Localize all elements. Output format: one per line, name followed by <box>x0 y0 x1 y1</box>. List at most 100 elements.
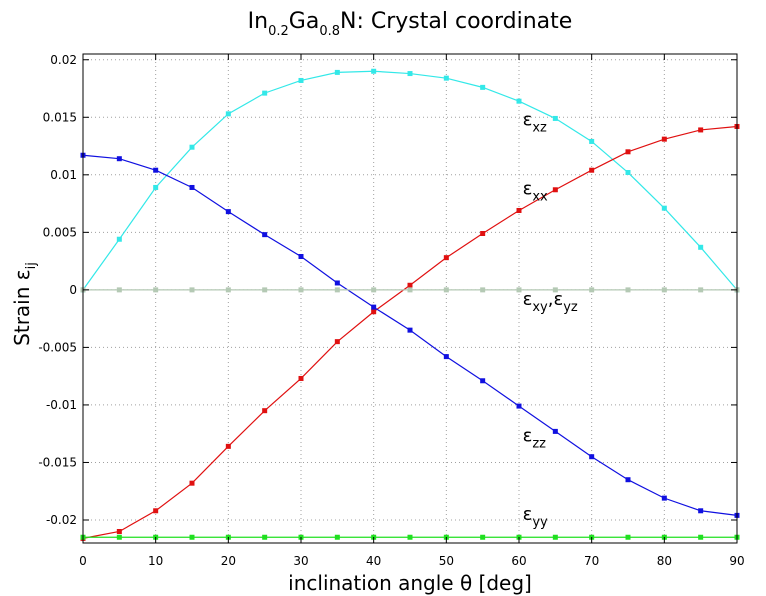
series-labels: εxz εxx εzz εxy,εyz εyy <box>523 109 578 530</box>
data-point-ezz <box>262 232 268 238</box>
data-point-exx <box>661 136 667 142</box>
y-tick-label: 0.005 <box>43 225 77 239</box>
data-point-exx <box>334 339 340 345</box>
series-line-exz <box>82 70 738 291</box>
data-point-ezz <box>516 403 522 409</box>
data-point-exx <box>625 149 631 155</box>
data-point-ezz <box>443 354 449 360</box>
data-point-exz <box>698 244 704 250</box>
data-point-exy_eyz <box>116 287 122 293</box>
data-point-exz <box>262 90 268 96</box>
series-label-exy_eyz: εxy,εyz <box>523 289 578 315</box>
y-tick-label: 0.015 <box>43 110 77 124</box>
data-point-ezz <box>552 428 558 434</box>
data-point-exz <box>334 69 340 75</box>
data-point-ezz <box>334 280 340 286</box>
series-line-ezz <box>82 154 738 516</box>
data-point-exz <box>552 115 558 121</box>
data-point-ezz <box>298 254 304 260</box>
plot-frame <box>82 53 738 544</box>
data-point-exy_eyz <box>516 287 522 293</box>
x-tick-label: 80 <box>657 554 672 568</box>
x-tick-label: 70 <box>584 554 599 568</box>
x-tick-label: 50 <box>439 554 454 568</box>
x-tick-label: 10 <box>148 554 163 568</box>
y-tick-label: -0.015 <box>38 455 77 469</box>
series-label-exz: εxz <box>523 109 547 135</box>
data-point-exy_eyz <box>625 287 631 293</box>
y-tick-label: -0.02 <box>46 513 77 527</box>
data-point-exy_eyz <box>225 287 231 293</box>
data-point-ezz <box>153 167 159 173</box>
series-ezz <box>80 152 740 518</box>
data-point-exz <box>516 98 522 104</box>
data-point-exz <box>407 71 413 77</box>
x-tick-label: 0 <box>79 554 87 568</box>
series-label-eyy: εyy <box>523 504 548 530</box>
data-point-exy_eyz <box>153 287 159 293</box>
data-point-eyy <box>552 534 558 540</box>
series-group <box>80 68 740 541</box>
series-label-exx: εxx <box>523 178 548 204</box>
data-point-exz <box>661 205 667 211</box>
x-tick-label: 90 <box>729 554 744 568</box>
data-point-exz <box>589 138 595 144</box>
data-point-exz <box>189 144 195 150</box>
grid-lines <box>82 54 738 543</box>
x-tick-label: 40 <box>366 554 381 568</box>
data-point-ezz <box>589 454 595 460</box>
series-eyy <box>80 534 740 540</box>
data-point-exx <box>116 528 122 534</box>
y-tick-label: 0.02 <box>50 53 77 67</box>
data-point-eyy <box>625 534 631 540</box>
x-tick-label: 20 <box>221 554 236 568</box>
data-point-exz <box>153 184 159 190</box>
data-point-ezz <box>698 508 704 514</box>
data-point-ezz <box>661 495 667 501</box>
data-point-eyy <box>334 534 340 540</box>
data-point-exz <box>371 68 377 74</box>
data-point-exz <box>225 111 231 117</box>
data-point-eyy <box>407 534 413 540</box>
data-point-exy_eyz <box>443 287 449 293</box>
data-point-ezz <box>625 477 631 483</box>
data-point-exx <box>262 408 268 414</box>
series-exy_eyz <box>80 287 740 293</box>
data-point-eyy <box>480 534 486 540</box>
data-point-exx <box>298 375 304 381</box>
data-point-exy_eyz <box>661 287 667 293</box>
data-point-exx <box>407 282 413 288</box>
data-point-ezz <box>407 327 413 333</box>
data-point-exy_eyz <box>589 287 595 293</box>
axis-ticks: 0 10 20 30 40 50 60 70 80 90 0.02 0.015 0.01 0.005 0 -0… <box>38 53 744 568</box>
y-axis-label: Strain εij <box>10 262 39 346</box>
data-point-exx <box>480 230 486 236</box>
data-point-eyy <box>262 534 268 540</box>
data-point-exy_eyz <box>298 287 304 293</box>
chart-title: In0.2Ga0.8N: Crystal coordinate <box>248 9 573 39</box>
data-point-exz <box>116 236 122 242</box>
data-point-exy_eyz <box>189 287 195 293</box>
series-exz <box>80 68 740 293</box>
data-point-exz <box>625 170 631 176</box>
data-point-ezz <box>371 304 377 310</box>
x-tick-label: 60 <box>511 554 526 568</box>
data-point-exx <box>589 167 595 173</box>
data-point-exy_eyz <box>334 287 340 293</box>
data-point-exz <box>443 75 449 81</box>
data-point-exy_eyz <box>407 287 413 293</box>
x-tick-label: 30 <box>293 554 308 568</box>
data-point-exy_eyz <box>371 287 377 293</box>
data-point-exy_eyz <box>698 287 704 293</box>
data-point-exx <box>552 187 558 193</box>
data-point-exy_eyz <box>552 287 558 293</box>
data-point-exx <box>225 443 231 449</box>
data-point-exx <box>371 309 377 315</box>
series-label-ezz: εzz <box>523 426 547 452</box>
data-point-exx <box>189 480 195 486</box>
data-point-ezz <box>189 184 195 190</box>
data-point-exx <box>516 207 522 213</box>
y-tick-label: -0.01 <box>46 398 77 412</box>
data-point-eyy <box>698 534 704 540</box>
